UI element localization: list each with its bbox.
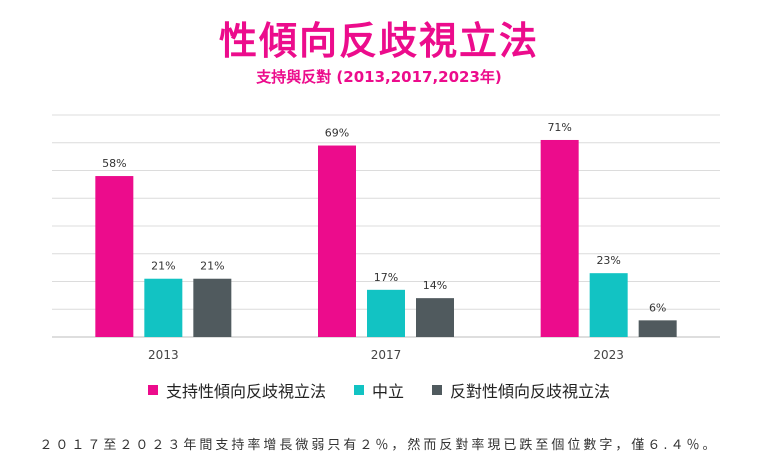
legend-item-neutral: 中立 bbox=[353, 378, 404, 402]
bar-chart: 58% 21% 21% 2013 69% 17% 14% 2017 71% 23% 6% 2023 bbox=[52, 114, 720, 362]
bar bbox=[193, 278, 232, 337]
legend-label-oppose: 反對性傾向反歧視立法 bbox=[450, 382, 611, 401]
bar bbox=[540, 139, 579, 337]
legend-label-support: 支持性傾向反歧視立法 bbox=[165, 382, 326, 401]
legend-label-neutral: 中立 bbox=[371, 382, 404, 401]
bar bbox=[416, 298, 454, 337]
legend-item-oppose: 反對性傾向反歧視立法 bbox=[432, 378, 610, 402]
data-label: 14% bbox=[423, 279, 447, 292]
chart-title: 性傾向反歧視立法 bbox=[218, 19, 539, 63]
x-tick-label: 2023 bbox=[593, 348, 624, 362]
data-label: 6% bbox=[649, 301, 666, 314]
legend-swatch-neutral bbox=[353, 385, 364, 395]
x-tick-label: 2013 bbox=[148, 348, 179, 362]
bar bbox=[318, 145, 356, 337]
legend-item-support: 支持性傾向反歧視立法 bbox=[147, 378, 326, 402]
legend-swatch-oppose bbox=[432, 385, 442, 395]
chart-legend: 支持性傾向反歧視立法 中立 反對性傾向反歧視立法 bbox=[0, 378, 758, 402]
bar bbox=[95, 176, 134, 337]
chart-subtitle: 支持與反對 (2013,2017,2023年) bbox=[256, 68, 502, 86]
legend-swatch-support bbox=[147, 385, 158, 395]
x-tick-label: 2017 bbox=[371, 348, 402, 362]
data-label: 69% bbox=[325, 127, 349, 140]
data-label: 71% bbox=[547, 121, 571, 134]
footnote: ２０１７至２０２３年間支持率增長微弱只有２％，然而反對率現已跌至個位數字，僅６.… bbox=[39, 438, 719, 453]
data-label: 23% bbox=[596, 254, 620, 267]
data-label: 21% bbox=[151, 260, 175, 273]
bar bbox=[638, 320, 677, 337]
bar bbox=[367, 289, 405, 337]
bar bbox=[144, 278, 183, 337]
bar bbox=[589, 273, 628, 337]
data-label: 17% bbox=[374, 271, 398, 284]
data-label: 21% bbox=[200, 260, 224, 273]
data-label: 58% bbox=[102, 157, 126, 170]
